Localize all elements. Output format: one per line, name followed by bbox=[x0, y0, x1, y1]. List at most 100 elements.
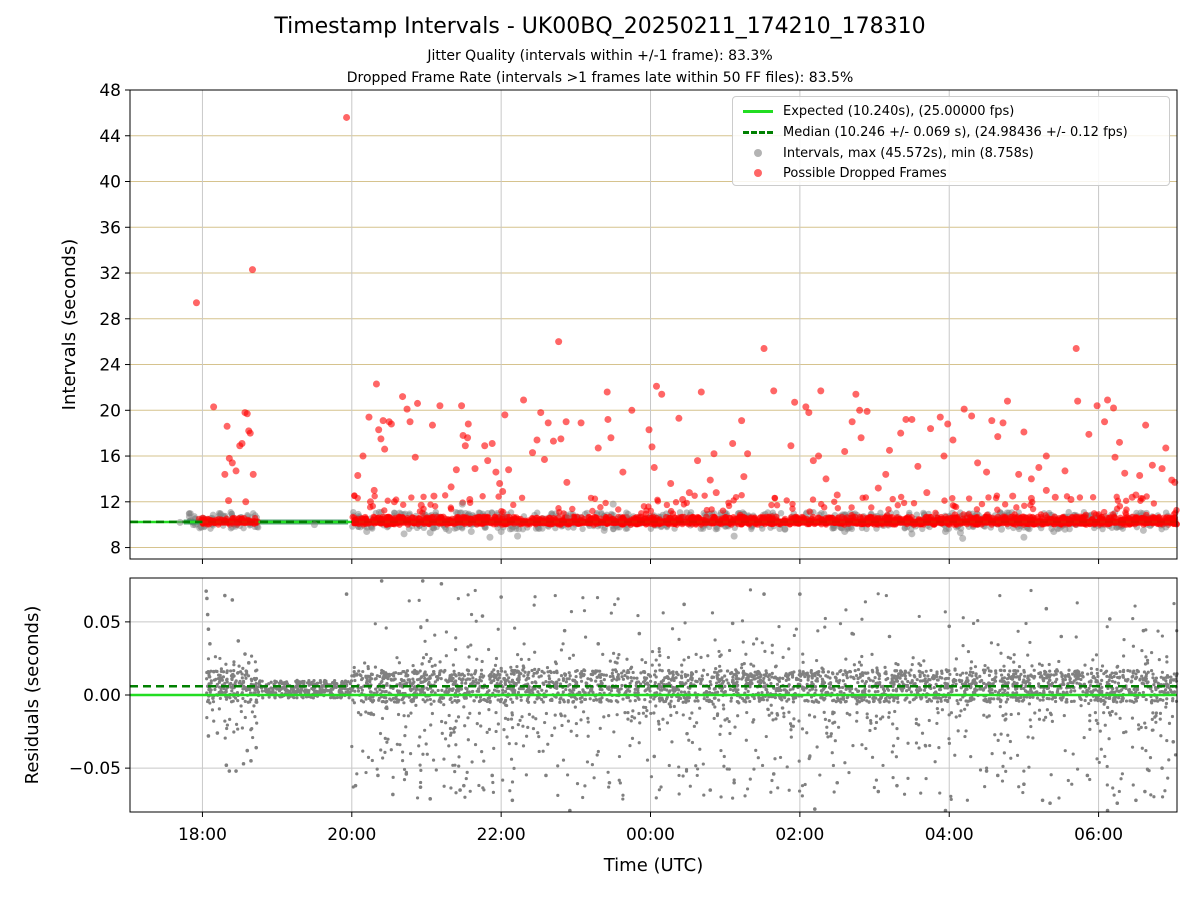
dropped-frame-point bbox=[447, 504, 455, 511]
residual-point bbox=[765, 698, 769, 702]
residual-point bbox=[706, 699, 710, 703]
residual-point bbox=[352, 669, 356, 674]
residual-point bbox=[629, 719, 633, 723]
dropped-frame-point bbox=[1142, 421, 1150, 429]
interval-point bbox=[310, 521, 318, 529]
residual-point bbox=[1089, 667, 1093, 671]
interval-point bbox=[363, 528, 371, 536]
residual-point bbox=[1164, 679, 1168, 683]
residual-point bbox=[1043, 669, 1047, 673]
residual-point bbox=[532, 671, 536, 676]
dropped-frame-point bbox=[862, 494, 870, 501]
residual-point bbox=[739, 666, 744, 670]
top-ytick-label: 16 bbox=[99, 447, 121, 467]
residual-point bbox=[1027, 702, 1031, 706]
residual-point bbox=[238, 670, 243, 674]
residual-point bbox=[588, 697, 592, 701]
dropped-frame-point bbox=[831, 498, 838, 505]
dropped-frame-point bbox=[783, 497, 790, 504]
residual-point bbox=[616, 675, 620, 679]
residual-point bbox=[1156, 681, 1160, 685]
residual-point bbox=[628, 699, 632, 703]
interval-point bbox=[998, 525, 1006, 533]
residual-point bbox=[1171, 697, 1175, 701]
residual-point bbox=[629, 667, 633, 671]
residual-point bbox=[237, 681, 241, 685]
dropped-frame-point bbox=[499, 488, 507, 496]
dropped-frame-point bbox=[675, 414, 683, 422]
residual-point bbox=[622, 669, 626, 673]
dropped-frame-point bbox=[597, 504, 604, 511]
residual-point bbox=[378, 688, 382, 692]
residual-point bbox=[791, 700, 796, 704]
residual-point bbox=[490, 670, 494, 674]
residual-point bbox=[777, 677, 781, 681]
residual-point bbox=[636, 691, 640, 695]
residual-point bbox=[867, 689, 871, 693]
residual-point bbox=[690, 672, 695, 676]
dropped-frame-point bbox=[399, 393, 407, 401]
residual-point bbox=[492, 678, 496, 683]
residual-point bbox=[948, 672, 952, 676]
residual-point bbox=[375, 690, 379, 694]
residual-point bbox=[1004, 700, 1008, 704]
dropped-frame-point bbox=[910, 499, 918, 507]
dropped-frame-point bbox=[549, 437, 557, 445]
residual-point bbox=[620, 683, 624, 688]
residual-point bbox=[909, 690, 913, 694]
residual-point bbox=[978, 674, 982, 678]
residual-point bbox=[666, 655, 671, 660]
dropped-frame-point bbox=[496, 480, 504, 488]
dropped-frame-point bbox=[841, 447, 849, 455]
dropped-frame-point bbox=[476, 513, 483, 521]
residual-point bbox=[998, 704, 1002, 709]
residual-point bbox=[509, 672, 514, 676]
residual-point bbox=[676, 698, 681, 703]
residual-point bbox=[935, 707, 939, 711]
residual-point bbox=[893, 669, 897, 673]
dropped-frame-point bbox=[789, 505, 796, 512]
dropped-frame-point bbox=[1051, 493, 1059, 501]
residual-point bbox=[566, 684, 570, 688]
residual-point bbox=[579, 675, 583, 679]
residual-point bbox=[1151, 676, 1155, 680]
residual-point bbox=[1026, 690, 1030, 694]
dropped-frame-point bbox=[856, 406, 864, 414]
residual-point bbox=[762, 681, 766, 685]
dropped-frame-point bbox=[944, 420, 952, 428]
residual-point bbox=[713, 670, 717, 674]
residual-point bbox=[398, 684, 402, 688]
residual-point bbox=[638, 721, 642, 725]
residual-point bbox=[848, 713, 852, 717]
dropped-frame-point bbox=[403, 405, 411, 413]
residual-point bbox=[571, 653, 575, 657]
dropped-frame-point bbox=[1143, 493, 1150, 500]
residual-point bbox=[1165, 697, 1169, 701]
dropped-frames-series bbox=[192, 113, 1179, 509]
residual-point bbox=[787, 697, 791, 701]
residual-point bbox=[904, 677, 908, 681]
residual-point bbox=[639, 682, 643, 686]
residual-point bbox=[936, 711, 940, 715]
residual-point bbox=[512, 672, 516, 676]
residual-point bbox=[579, 679, 584, 683]
residual-point bbox=[522, 674, 526, 678]
dropped-frame-point bbox=[464, 420, 472, 428]
residual-point bbox=[460, 681, 464, 685]
dropped-frame-point bbox=[960, 511, 967, 518]
residual-point bbox=[925, 699, 929, 704]
dropped-frame-point bbox=[408, 494, 415, 501]
dropped-frame-point bbox=[544, 419, 552, 427]
residual-point bbox=[838, 678, 842, 682]
residual-point bbox=[594, 679, 598, 683]
dropped-frame-point bbox=[1162, 444, 1170, 452]
residual-point bbox=[568, 656, 572, 660]
residual-point bbox=[269, 680, 273, 684]
residual-point bbox=[888, 696, 892, 700]
dropped-frame-point bbox=[343, 113, 351, 121]
residual-point bbox=[1024, 681, 1028, 685]
residual-point bbox=[926, 674, 930, 678]
residual-point bbox=[1112, 674, 1116, 679]
residual-point bbox=[273, 679, 277, 683]
residual-point bbox=[557, 678, 561, 682]
